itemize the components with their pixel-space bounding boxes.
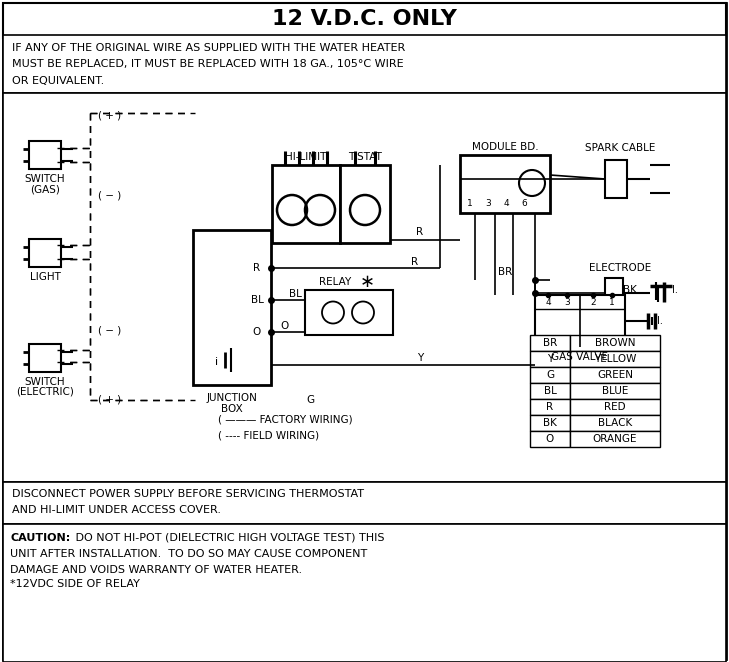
Bar xyxy=(460,155,550,213)
Text: ( + ): ( + ) xyxy=(98,110,122,120)
Text: 1: 1 xyxy=(609,297,615,307)
Text: RED: RED xyxy=(604,402,625,412)
Text: ( − ): ( − ) xyxy=(98,190,122,200)
Text: ELECTRODE: ELECTRODE xyxy=(589,263,651,273)
Text: YELLOW: YELLOW xyxy=(594,354,636,364)
Bar xyxy=(530,431,570,447)
Text: *12VDC SIDE OF RELAY: *12VDC SIDE OF RELAY xyxy=(10,579,140,589)
Bar xyxy=(535,295,625,347)
Text: 12 V.D.C. ONLY: 12 V.D.C. ONLY xyxy=(272,9,457,28)
Bar xyxy=(530,335,570,351)
Text: RELAY: RELAY xyxy=(319,277,351,287)
Text: R: R xyxy=(254,263,260,273)
Text: Y: Y xyxy=(417,353,423,363)
Bar xyxy=(605,160,627,198)
Text: 2: 2 xyxy=(590,297,596,307)
Text: SWITCH: SWITCH xyxy=(25,377,66,387)
Bar xyxy=(29,141,61,169)
Bar xyxy=(570,399,660,415)
Text: I.: I. xyxy=(672,285,678,295)
Text: BK: BK xyxy=(623,285,637,295)
Bar xyxy=(29,344,61,372)
Bar xyxy=(3,93,726,482)
Text: DISCONNECT POWER SUPPLY BEFORE SERVICING THERMOSTAT: DISCONNECT POWER SUPPLY BEFORE SERVICING… xyxy=(12,489,364,499)
Text: 1: 1 xyxy=(467,199,473,207)
Text: BR: BR xyxy=(543,338,557,348)
Text: UNIT AFTER INSTALLATION.  TO DO SO MAY CAUSE COMPONENT: UNIT AFTER INSTALLATION. TO DO SO MAY CA… xyxy=(10,549,367,559)
Text: O: O xyxy=(253,327,261,337)
Text: O: O xyxy=(546,434,554,444)
Text: ( + ): ( + ) xyxy=(98,395,122,405)
Text: AND HI-LIMIT UNDER ACCESS COVER.: AND HI-LIMIT UNDER ACCESS COVER. xyxy=(12,505,221,515)
Text: MUST BE REPLACED, IT MUST BE REPLACED WITH 18 GA., 105°C WIRE: MUST BE REPLACED, IT MUST BE REPLACED WI… xyxy=(12,59,404,69)
Text: R: R xyxy=(411,257,418,267)
Bar xyxy=(570,351,660,367)
Text: O: O xyxy=(281,321,289,331)
Bar xyxy=(570,335,660,351)
Text: T'STAT: T'STAT xyxy=(348,152,382,162)
Text: MODULE BD.: MODULE BD. xyxy=(472,142,538,152)
Text: HI-LIMIT: HI-LIMIT xyxy=(285,152,327,162)
Text: ( − ): ( − ) xyxy=(98,325,122,335)
Text: i: i xyxy=(216,357,219,367)
Text: ( ---- FIELD WIRING): ( ---- FIELD WIRING) xyxy=(218,431,319,441)
Text: BLUE: BLUE xyxy=(602,386,628,396)
Text: G: G xyxy=(306,395,314,405)
Text: CAUTION:: CAUTION: xyxy=(10,533,70,543)
Text: GAS VALVE: GAS VALVE xyxy=(552,352,609,362)
Bar xyxy=(570,415,660,431)
Text: 4: 4 xyxy=(503,199,509,207)
Text: 3: 3 xyxy=(485,199,491,207)
Bar xyxy=(29,239,61,267)
Text: OR EQUIVALENT.: OR EQUIVALENT. xyxy=(12,76,104,86)
Text: Y: Y xyxy=(547,354,553,364)
Text: BLACK: BLACK xyxy=(598,418,632,428)
Text: (GAS): (GAS) xyxy=(30,184,60,194)
Text: BL: BL xyxy=(544,386,556,396)
Bar xyxy=(530,399,570,415)
Text: I.: I. xyxy=(657,316,663,326)
Text: BOX: BOX xyxy=(221,404,243,414)
Bar xyxy=(3,35,726,93)
Text: 4: 4 xyxy=(545,297,551,307)
Bar xyxy=(570,431,660,447)
Bar xyxy=(3,524,726,662)
Text: IF ANY OF THE ORIGINAL WIRE AS SUPPLIED WITH THE WATER HEATER: IF ANY OF THE ORIGINAL WIRE AS SUPPLIED … xyxy=(12,43,405,53)
Text: ORANGE: ORANGE xyxy=(593,434,637,444)
Bar xyxy=(272,165,340,243)
Text: (ELECTRIC): (ELECTRIC) xyxy=(16,387,74,397)
Bar xyxy=(193,230,271,385)
Bar xyxy=(340,165,390,243)
Text: SPARK CABLE: SPARK CABLE xyxy=(585,143,655,153)
Text: JUNCTION: JUNCTION xyxy=(206,393,257,403)
Text: GREEN: GREEN xyxy=(597,370,633,380)
Bar xyxy=(530,415,570,431)
Bar xyxy=(530,351,570,367)
Bar xyxy=(530,383,570,399)
Text: BK: BK xyxy=(543,418,557,428)
Bar xyxy=(570,383,660,399)
Text: R: R xyxy=(547,402,553,412)
Text: DAMAGE AND VOIDS WARRANTY OF WATER HEATER.: DAMAGE AND VOIDS WARRANTY OF WATER HEATE… xyxy=(10,565,302,575)
Text: G: G xyxy=(546,370,554,380)
Text: BL: BL xyxy=(251,295,263,305)
Bar xyxy=(605,278,623,308)
Bar xyxy=(305,290,393,335)
Text: BL: BL xyxy=(289,289,301,299)
Bar xyxy=(570,367,660,383)
Text: ∗: ∗ xyxy=(359,273,375,291)
Text: SWITCH: SWITCH xyxy=(25,174,66,184)
Text: 3: 3 xyxy=(564,297,570,307)
Bar xyxy=(3,482,726,524)
Text: ( ——— FACTORY WIRING): ( ——— FACTORY WIRING) xyxy=(218,415,353,425)
Text: BR: BR xyxy=(498,267,512,277)
Text: 6: 6 xyxy=(521,199,527,207)
Bar xyxy=(3,3,726,38)
Text: BROWN: BROWN xyxy=(595,338,635,348)
Text: R: R xyxy=(416,227,424,237)
Text: DO NOT HI-POT (DIELECTRIC HIGH VOLTAGE TEST) THIS: DO NOT HI-POT (DIELECTRIC HIGH VOLTAGE T… xyxy=(72,533,384,543)
Text: LIGHT: LIGHT xyxy=(30,272,61,282)
Bar xyxy=(530,367,570,383)
